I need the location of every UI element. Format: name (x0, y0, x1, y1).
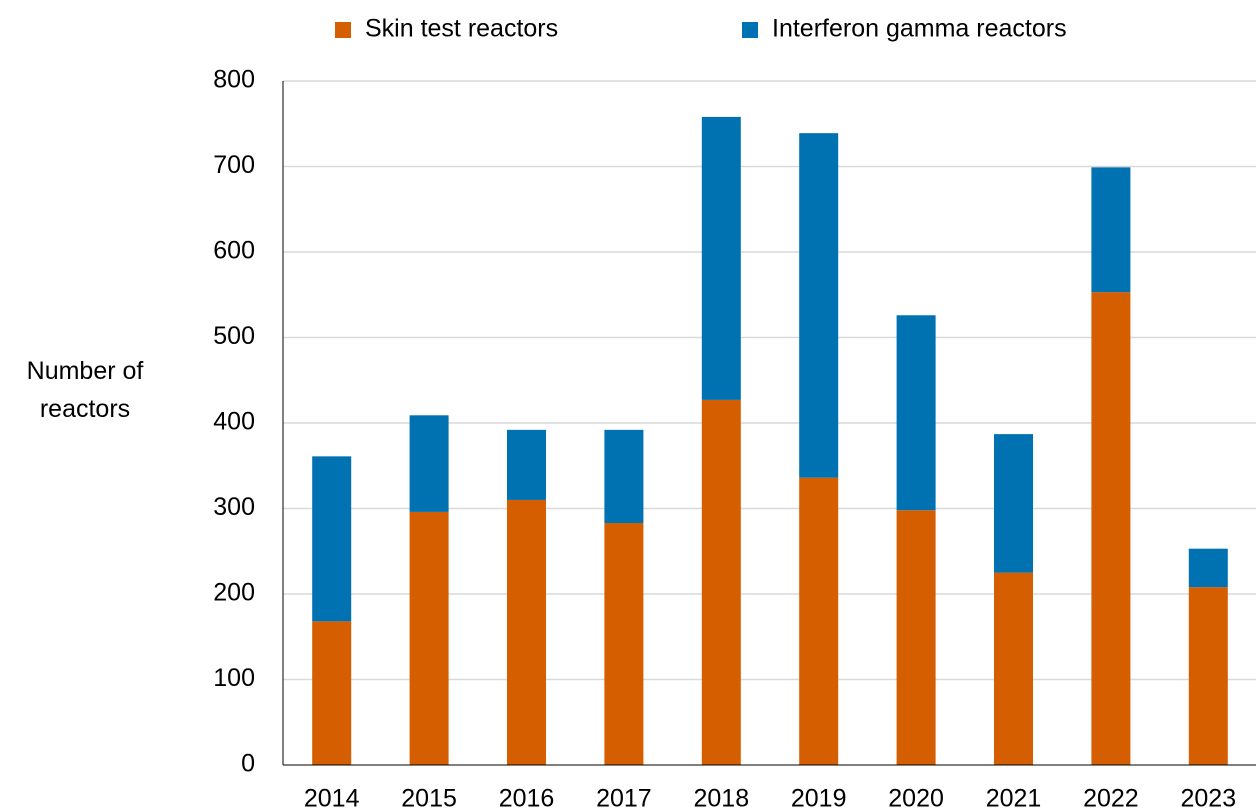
y-tick-label: 0 (241, 750, 255, 778)
legend-swatch (335, 22, 351, 38)
bar-segment (312, 621, 352, 765)
bar-segment (1091, 167, 1131, 293)
legend-label: Skin test reactors (365, 15, 558, 43)
x-tick-label: 2020 (888, 785, 944, 812)
x-tick-label: 2018 (693, 785, 749, 812)
x-tick-label: 2021 (986, 785, 1042, 812)
y-tick-label: 400 (213, 408, 255, 436)
bar-segment (896, 315, 936, 511)
bar-segment (701, 399, 741, 765)
x-tick-label: 2017 (596, 785, 652, 812)
y-tick-label: 700 (213, 151, 255, 179)
x-tick-label: 2016 (499, 785, 555, 812)
x-tick-label: 2019 (791, 785, 847, 812)
x-tick-label: 2022 (1083, 785, 1139, 812)
bar-segment (604, 523, 644, 765)
bar-segment (799, 477, 839, 765)
bar-segment (409, 511, 449, 765)
y-tick-label: 100 (213, 664, 255, 692)
bar-segment (604, 429, 644, 524)
y-tick-label: 300 (213, 493, 255, 521)
bar-segment (701, 116, 741, 400)
x-tick-label: 2015 (401, 785, 457, 812)
bar-segment (994, 572, 1033, 765)
bar-segment (1188, 587, 1228, 765)
bar-segment (896, 510, 936, 765)
bar-segment (507, 499, 546, 765)
x-tick-label: 2023 (1180, 785, 1236, 812)
y-tick-label: 200 (213, 579, 255, 607)
y-axis-label: Number of reactors (26, 357, 144, 423)
y-tick-label: 800 (213, 66, 255, 94)
bar-segment (799, 133, 839, 478)
y-tick-label: 500 (213, 322, 255, 350)
bar-segment (1091, 292, 1131, 765)
y-tick-label: 600 (213, 237, 255, 265)
bar-segment (1188, 548, 1228, 588)
legend-swatch (742, 22, 758, 38)
bar-segment (409, 415, 449, 512)
legend-label: Interferon gamma reactors (772, 15, 1067, 43)
x-tick-label: 2014 (304, 785, 360, 812)
bar-segment (312, 456, 352, 622)
bar-segment (507, 429, 546, 500)
bar-segment (994, 434, 1033, 573)
